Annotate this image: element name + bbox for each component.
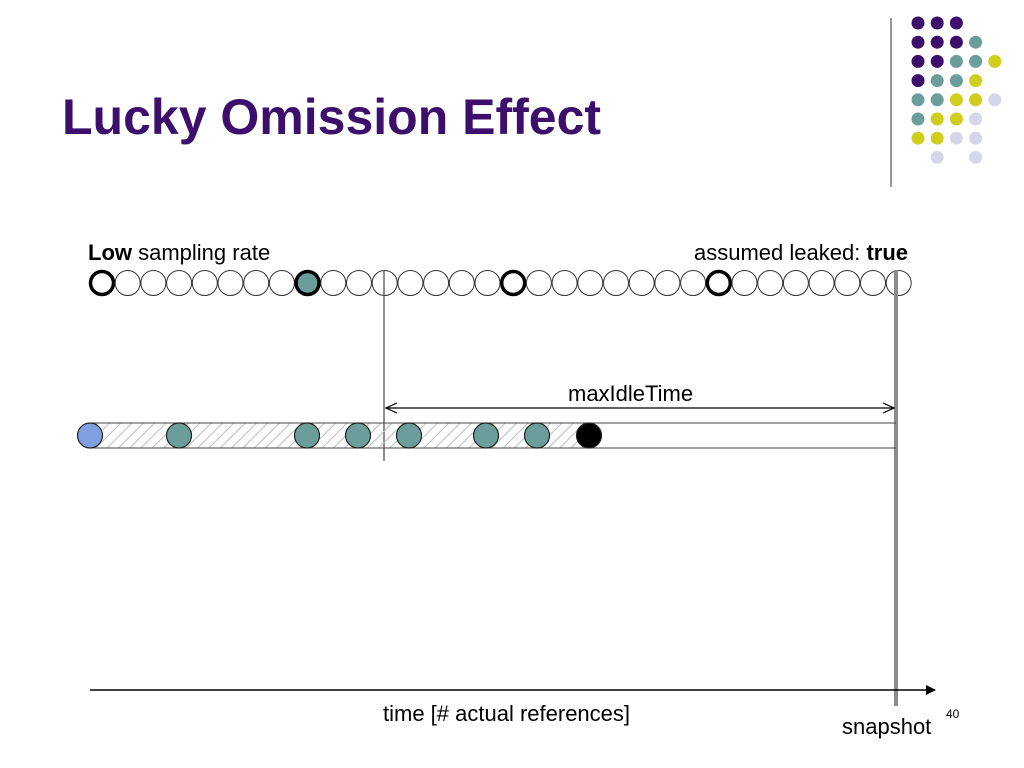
logo-dot bbox=[969, 35, 983, 49]
reference-dot bbox=[395, 422, 423, 449]
reference-circle bbox=[808, 270, 835, 296]
reference-dot bbox=[165, 422, 193, 449]
logo-dot bbox=[930, 131, 944, 145]
assumed-leaked-text: assumed leaked: bbox=[694, 240, 867, 265]
reference-dot bbox=[523, 422, 551, 449]
reference-dot bbox=[344, 422, 372, 449]
reference-circle bbox=[680, 270, 707, 296]
sampled-reference-teal bbox=[294, 269, 321, 297]
reference-circle bbox=[448, 270, 475, 296]
reference-circle bbox=[268, 270, 295, 296]
sampling-rate-text: sampling rate bbox=[132, 240, 271, 265]
reference-circle bbox=[654, 270, 681, 296]
reference-circle bbox=[885, 270, 912, 296]
logo-dot bbox=[988, 54, 1002, 68]
decorative-dot-logo bbox=[911, 16, 1002, 164]
sampled-reference bbox=[88, 269, 116, 297]
reference-circle bbox=[577, 270, 604, 296]
page-title: Lucky Omission Effect bbox=[62, 89, 602, 145]
last-reference-dot bbox=[575, 422, 603, 449]
reference-circle bbox=[603, 270, 629, 296]
reference-circle bbox=[731, 270, 758, 296]
reference-circle bbox=[166, 270, 193, 296]
reference-circle bbox=[217, 270, 244, 296]
reference-circle bbox=[834, 270, 861, 296]
logo-dot bbox=[969, 150, 983, 164]
logo-dot bbox=[949, 112, 963, 126]
logo-dot bbox=[911, 93, 925, 107]
sampled-reference bbox=[705, 269, 733, 297]
logo-dot bbox=[911, 54, 925, 68]
logo-dot bbox=[930, 112, 944, 126]
logo-dot bbox=[969, 54, 983, 68]
sampling-rate-label: Low sampling rate bbox=[88, 240, 270, 266]
reference-circle bbox=[243, 270, 270, 296]
logo-dot bbox=[969, 74, 983, 88]
reference-circle bbox=[397, 270, 424, 296]
first-reference-dot bbox=[76, 422, 104, 449]
logo-dot bbox=[969, 131, 983, 145]
reference-circle bbox=[371, 270, 398, 296]
reference-circle bbox=[782, 270, 809, 296]
reference-circle bbox=[320, 270, 347, 296]
logo-dot bbox=[949, 54, 963, 68]
logo-dot bbox=[930, 93, 944, 107]
logo-dot bbox=[930, 35, 944, 49]
reference-circle bbox=[346, 270, 372, 296]
reference-circle bbox=[860, 270, 886, 296]
reference-circle bbox=[628, 270, 655, 296]
logo-dot bbox=[930, 150, 944, 164]
reference-circle bbox=[757, 270, 784, 296]
slide-number: 40 bbox=[946, 707, 960, 721]
reference-dot bbox=[293, 422, 321, 449]
logo-dot bbox=[949, 93, 963, 107]
logo-dot bbox=[949, 16, 963, 30]
logo-dot bbox=[911, 74, 925, 88]
logo-dot bbox=[949, 35, 963, 49]
reference-circle bbox=[114, 270, 141, 296]
logo-dot bbox=[911, 112, 925, 126]
logo-dot bbox=[930, 54, 944, 68]
assumed-leaked-label: assumed leaked: true bbox=[694, 240, 908, 266]
logo-dot bbox=[949, 74, 963, 88]
reference-circle bbox=[423, 270, 450, 296]
time-axis-label: time [# actual references] bbox=[383, 701, 631, 726]
reference-circle bbox=[474, 270, 501, 296]
sampled-reference bbox=[499, 269, 527, 297]
max-idle-time-label: maxIdleTime bbox=[568, 381, 694, 406]
logo-dot bbox=[930, 16, 944, 30]
bottom-reference-sequence bbox=[76, 422, 603, 449]
reference-dot bbox=[472, 422, 500, 449]
snapshot-label: snapshot bbox=[842, 714, 932, 739]
logo-dot bbox=[911, 131, 925, 145]
logo-dot bbox=[911, 35, 925, 49]
top-reference-sequence bbox=[88, 269, 912, 297]
idle-bar-hatched bbox=[90, 423, 590, 448]
logo-dot bbox=[969, 112, 983, 126]
reference-circle bbox=[551, 270, 578, 296]
reference-circle bbox=[140, 270, 167, 296]
logo-dot bbox=[969, 93, 983, 107]
assumed-leaked-value: true bbox=[866, 240, 908, 265]
reference-circle bbox=[525, 270, 552, 296]
logo-dot bbox=[930, 74, 944, 88]
reference-circle bbox=[191, 270, 218, 296]
sampling-rate-bold: Low bbox=[88, 240, 132, 265]
logo-dot bbox=[911, 16, 925, 30]
logo-dot bbox=[949, 131, 963, 145]
logo-dot bbox=[988, 93, 1002, 107]
